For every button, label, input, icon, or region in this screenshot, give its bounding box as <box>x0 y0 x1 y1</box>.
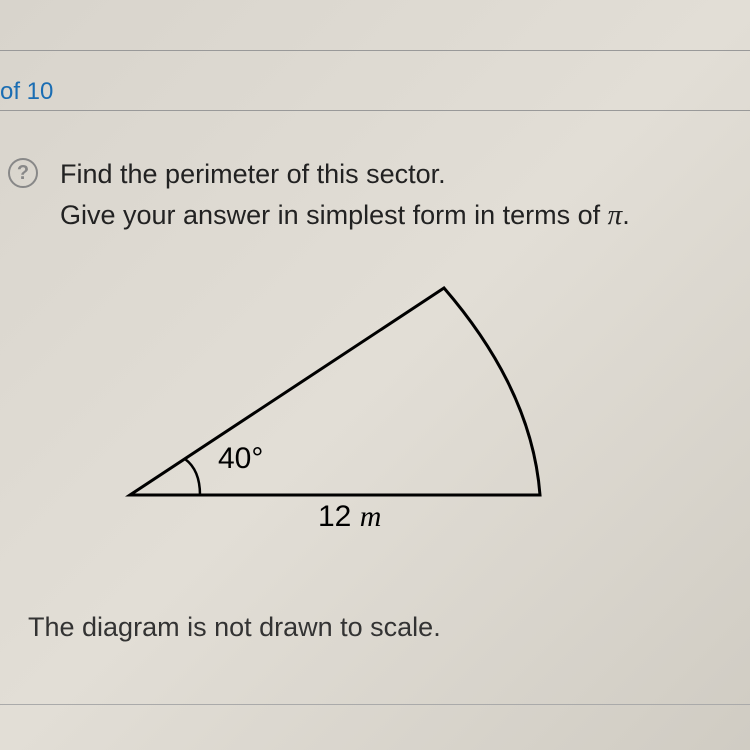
separator-top <box>0 50 750 51</box>
sector-diagram: 40° 12 m <box>100 270 600 550</box>
separator-mid <box>0 110 750 111</box>
question-line2-part2: . <box>622 200 630 230</box>
question-text: Find the perimeter of this sector. Give … <box>60 155 630 236</box>
sector-svg <box>100 270 600 530</box>
separator-bottom <box>0 704 750 705</box>
radius-value: 12 <box>318 500 360 533</box>
help-icon[interactable]: ? <box>8 158 38 188</box>
page-container: of 10 ? Find the perimeter of this secto… <box>0 0 750 750</box>
radius-label: 12 m <box>318 500 381 534</box>
question-line1: Find the perimeter of this sector. <box>60 159 446 189</box>
radius-unit: m <box>360 500 382 533</box>
angle-arc <box>185 459 200 495</box>
help-icon-symbol: ? <box>17 162 29 185</box>
question-line2-part1: Give your answer in simplest form in ter… <box>60 200 608 230</box>
scale-note: The diagram is not drawn to scale. <box>28 612 441 643</box>
progress-indicator: of 10 <box>0 78 53 106</box>
angle-label: 40° <box>218 442 263 476</box>
pi-symbol: π <box>608 199 623 231</box>
